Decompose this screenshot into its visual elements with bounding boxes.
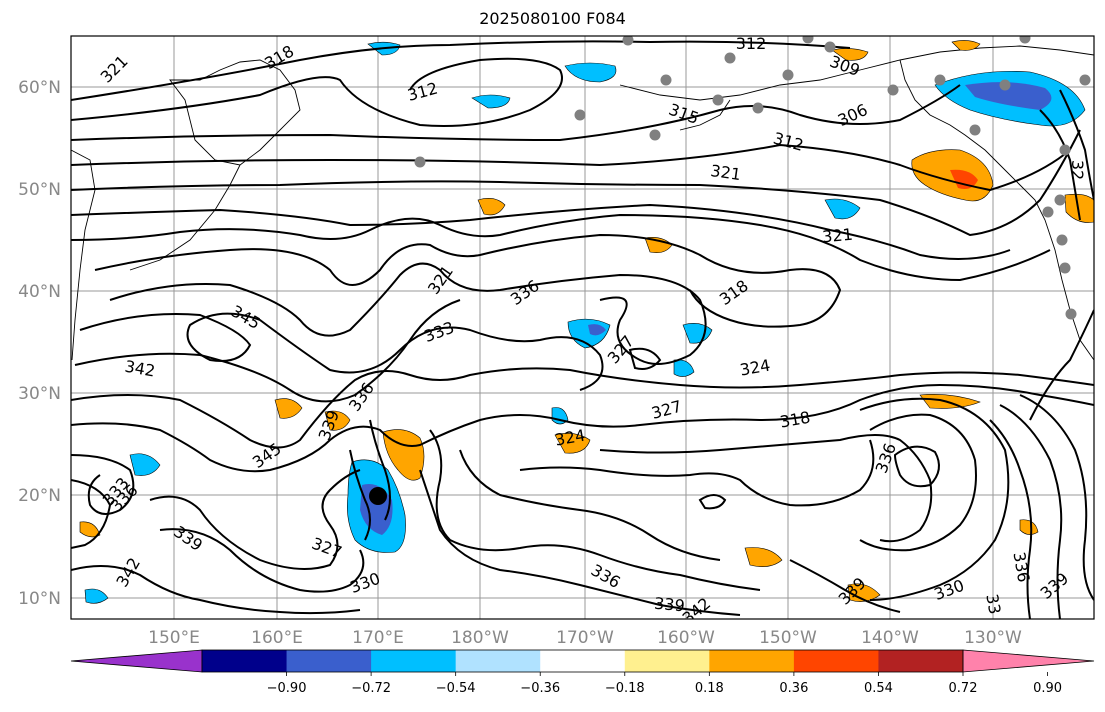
colorbar-segment — [455, 650, 541, 672]
colorbar-segment — [202, 650, 288, 672]
lon-label: 140°W — [861, 628, 919, 648]
lon-label: 150°W — [759, 628, 817, 648]
colorbar-extend-high — [962, 649, 1095, 673]
lon-label: 150°E — [148, 628, 200, 648]
colorbar-segment — [371, 650, 457, 672]
contour-label: 321 — [821, 225, 853, 247]
station-markers — [414, 36, 1091, 320]
lat-label: 20°N — [18, 486, 61, 506]
contour-label: 312 — [736, 34, 767, 53]
lon-label: 170°E — [352, 628, 404, 648]
colorbar-extend-low — [70, 649, 203, 673]
colorbar-tick-label: −0.90 — [267, 681, 307, 696]
colorbar-segment — [624, 650, 710, 672]
longitude-labels: 150°E 160°E 170°E 180°W 170°W 160°W 150°W 140°W… — [148, 628, 1022, 648]
colorbar-segment — [878, 650, 964, 672]
lon-label: 160°W — [657, 628, 715, 648]
colorbar-segment — [709, 650, 795, 672]
shaded-anomalies — [79, 40, 1094, 604]
colorbar-tick-label: −0.54 — [436, 681, 476, 696]
lat-label: 50°N — [18, 180, 61, 200]
contour-label: 321 — [709, 161, 742, 184]
lat-label: 30°N — [18, 384, 61, 404]
colorbar-tick-label: −0.18 — [605, 681, 645, 696]
colorbar-tick-label: 0.54 — [864, 681, 893, 696]
colorbar-tick-label: 0.90 — [1033, 681, 1062, 696]
colorbar: −0.90 −0.72 −0.54 −0.36 −0.18 0.18 0.36 0.54 0.7… — [70, 649, 1095, 696]
lon-label: 130°W — [964, 628, 1022, 648]
colorbar-tick-label: 0.36 — [779, 681, 808, 696]
storm-center-marker — [369, 487, 387, 505]
contour-label: 339 — [653, 594, 685, 616]
lat-label: 10°N — [18, 589, 61, 609]
colorbar-segment — [793, 650, 879, 672]
latitude-labels: 60°N 50°N 40°N 30°N 20°N 10°N — [18, 78, 61, 609]
colorbar-tick-label: 0.18 — [695, 681, 724, 696]
lon-label: 160°E — [251, 628, 303, 648]
lon-label: 170°W — [556, 628, 614, 648]
map-frame — [70, 35, 1095, 620]
colorbar-outline — [201, 649, 964, 673]
lat-label: 40°N — [18, 282, 61, 302]
contour-label: 33 — [982, 592, 1004, 615]
colorbar-tick-label: −0.36 — [520, 681, 560, 696]
lon-label: 180°W — [451, 628, 509, 648]
colorbar-segment — [540, 650, 626, 672]
colorbar-segment — [286, 650, 372, 672]
colorbar-tick-label: 0.72 — [949, 681, 978, 696]
contour-lines — [71, 40, 1094, 619]
lat-label: 60°N — [18, 78, 61, 98]
contour-label: 32 — [1068, 160, 1087, 180]
colorbar-tick-label: −0.72 — [351, 681, 391, 696]
map-title: 2025080100 F084 — [479, 9, 626, 28]
map-plot-area: 321 318 312 312 309 315 306 312 321 321 … — [71, 34, 1094, 619]
